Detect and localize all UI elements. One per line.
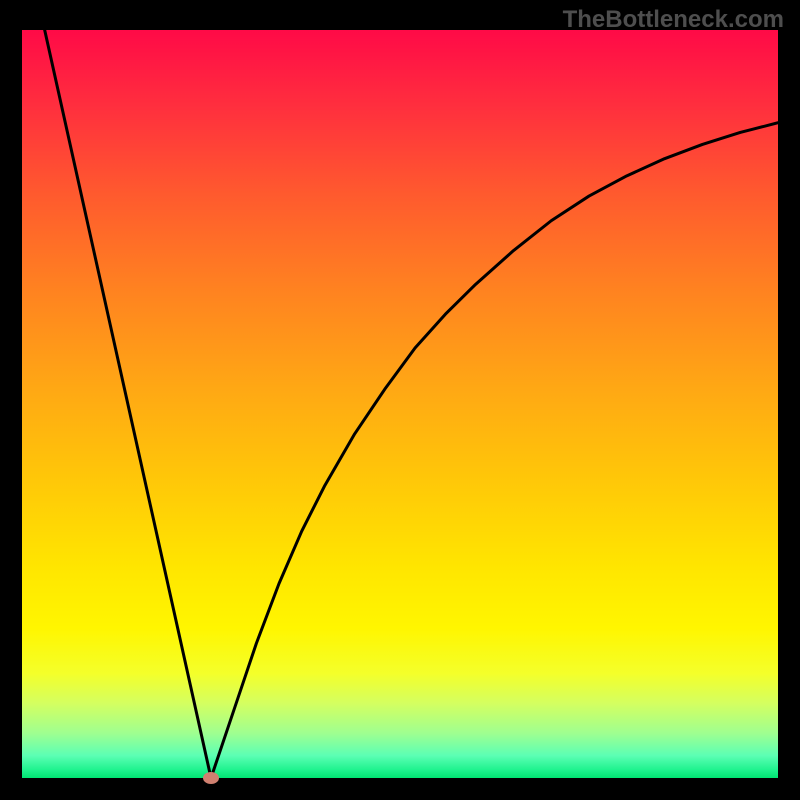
bottleneck-curve <box>22 30 778 778</box>
chart-frame: TheBottleneck.com <box>0 0 800 800</box>
minimum-marker <box>203 772 219 784</box>
plot-area <box>22 30 778 778</box>
curve-path <box>45 30 778 778</box>
watermark-text: TheBottleneck.com <box>563 6 784 34</box>
